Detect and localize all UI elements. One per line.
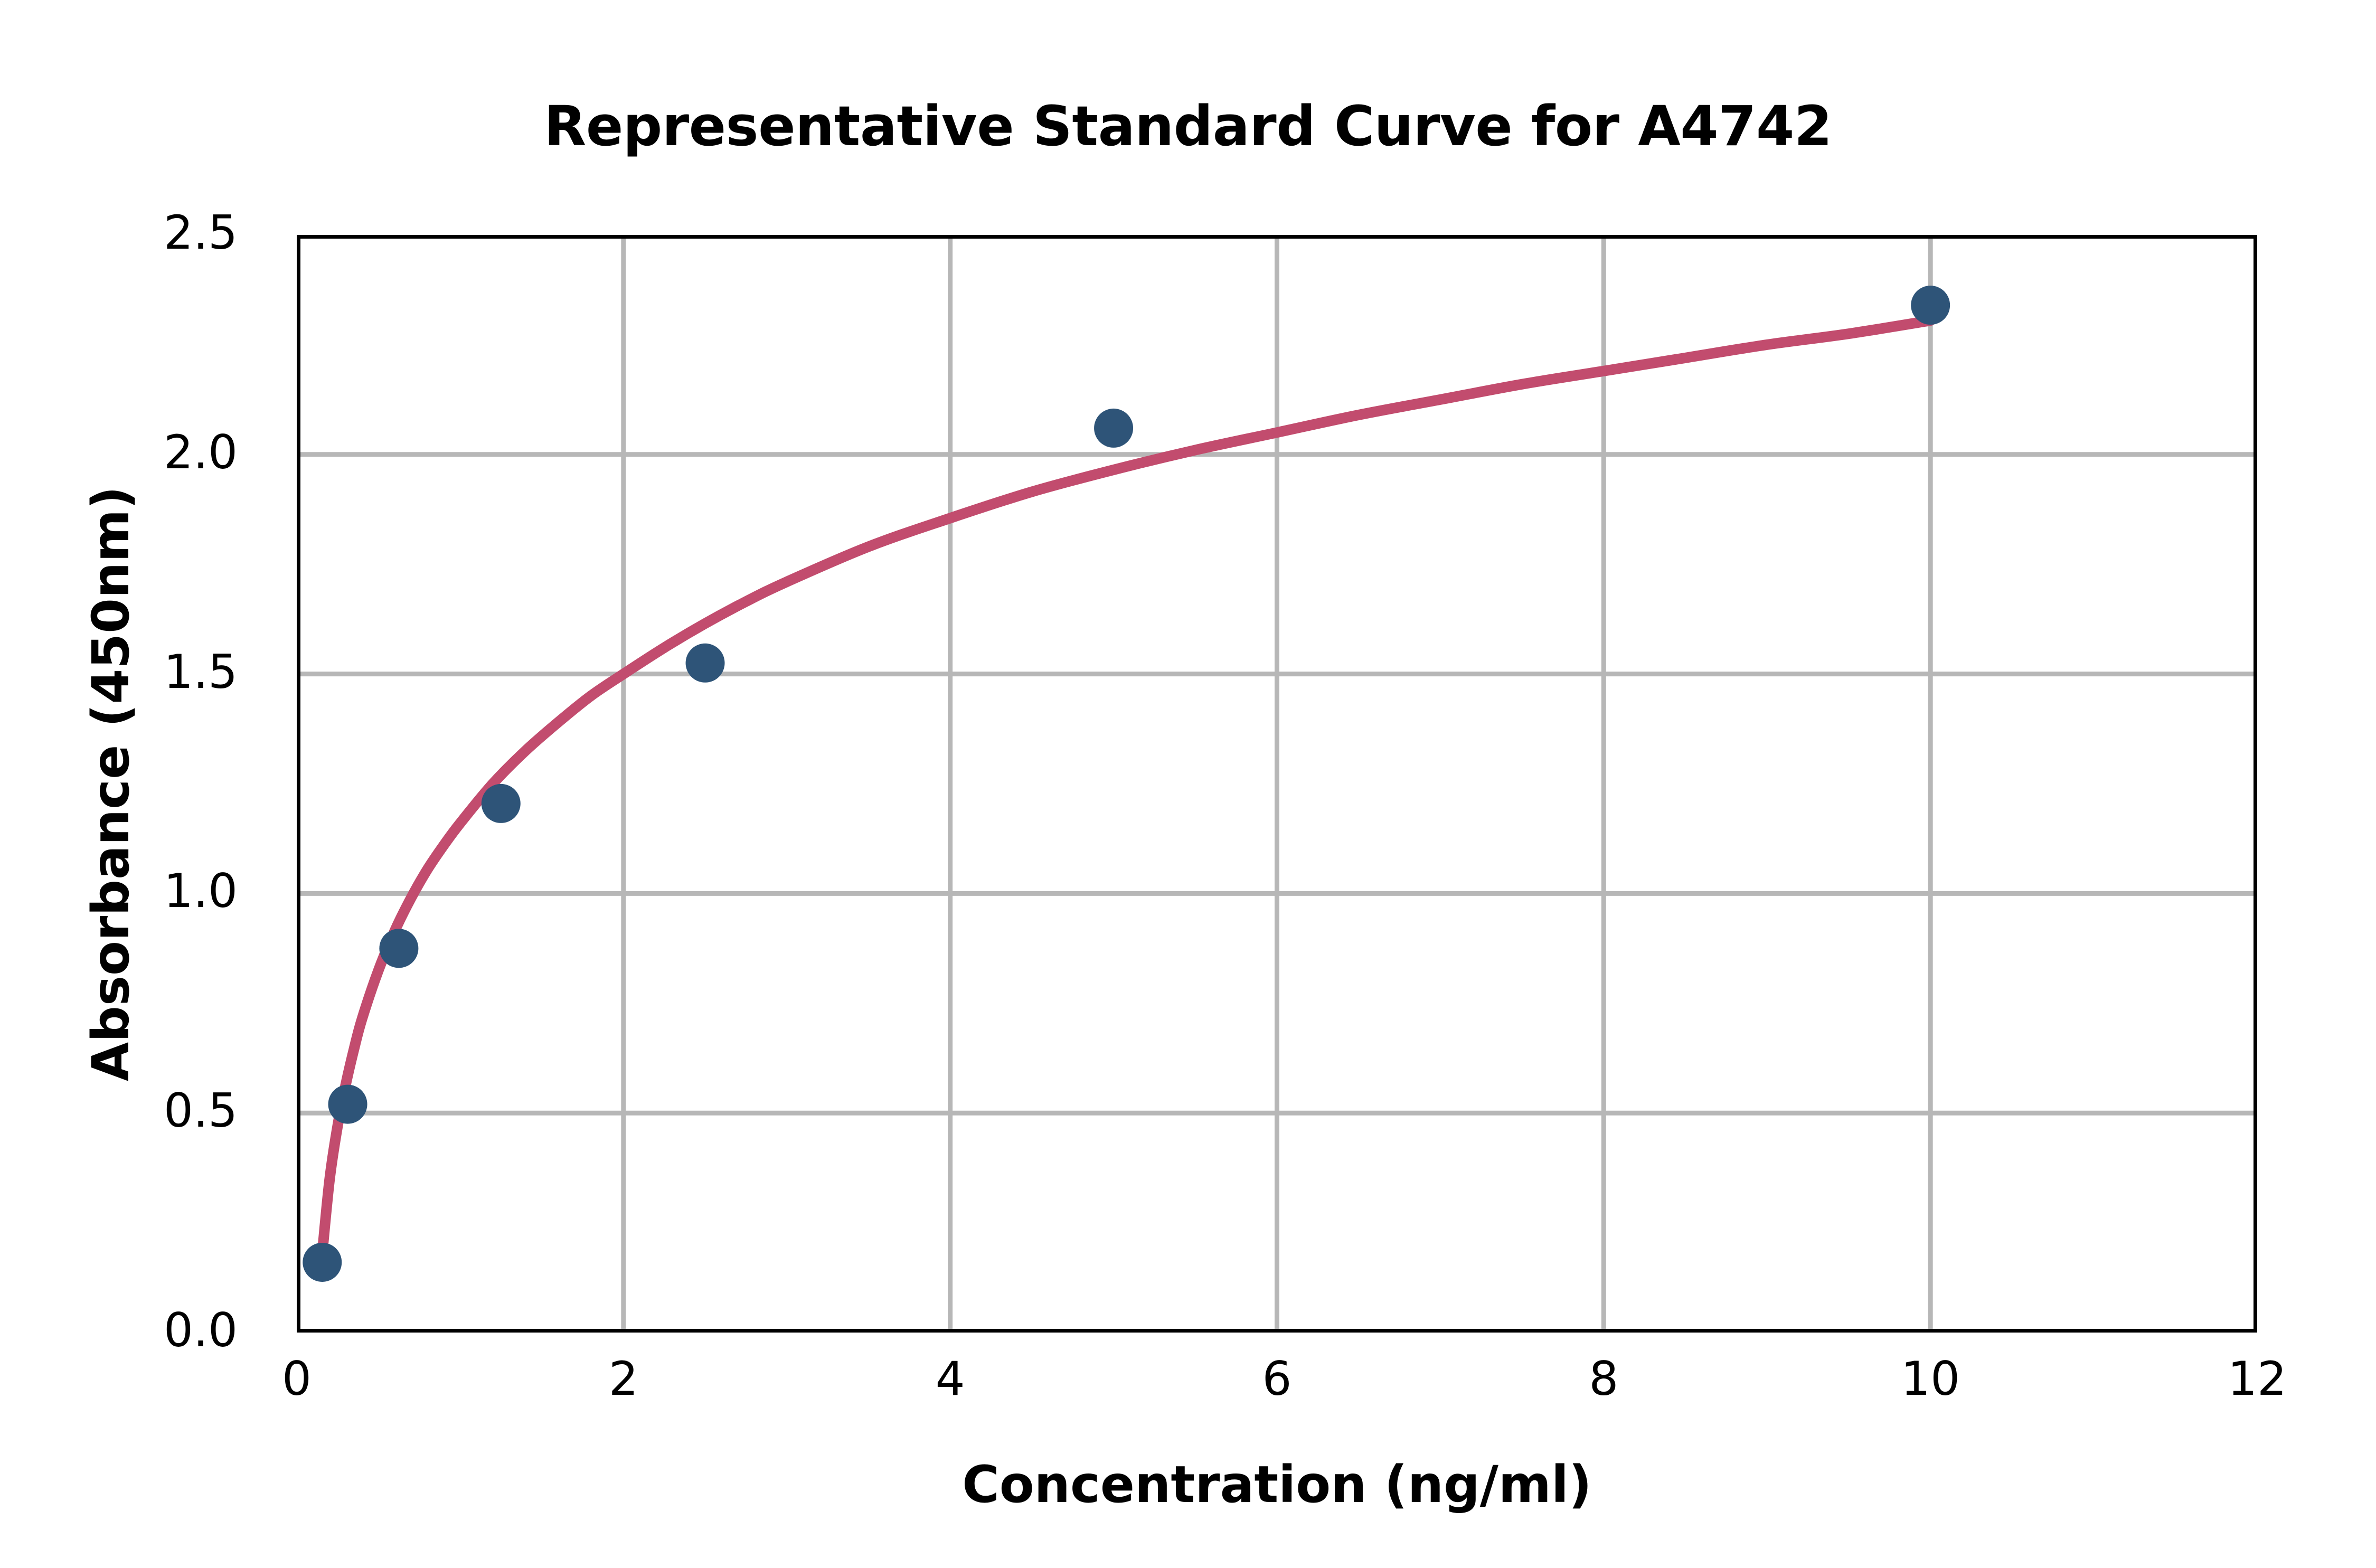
chart-title: Representative Standard Curve for A4742 [544,94,1832,158]
data-point-marker [303,1242,342,1282]
y-tick-label: 1.5 [164,644,238,699]
x-tick-label: 10 [1901,1352,1960,1406]
plot-canvas [297,235,2257,1333]
x-tick-label: 6 [1262,1352,1292,1406]
data-point-marker [685,643,725,683]
data-point-marker [481,783,521,823]
x-tick-label: 12 [2228,1352,2287,1406]
fitted-curve-path [316,315,1936,1270]
plot-area [297,235,2257,1333]
y-axis-label: Absorbance (450nm) [81,486,140,1082]
y-gridlines [297,452,2257,1116]
data-point-marker [1911,286,1950,325]
y-tick-label: 0.5 [164,1083,238,1138]
y-tick-label: 0.0 [164,1303,238,1357]
x-tick-label: 2 [608,1352,638,1406]
x-tick-label: 0 [282,1352,312,1406]
x-tick-label: 4 [935,1352,965,1406]
y-tick-label: 1.0 [164,864,238,919]
data-point-markers [303,286,1950,1282]
data-point-marker [379,929,419,968]
x-tick-label: 8 [1589,1352,1619,1406]
data-point-marker [1094,408,1134,448]
y-tick-label: 2.0 [164,424,238,479]
x-axis-label: Concentration (ng/ml) [962,1455,1592,1514]
data-point-marker [328,1084,367,1124]
y-tick-label: 2.5 [164,205,238,260]
x-gridlines [621,235,1933,1333]
